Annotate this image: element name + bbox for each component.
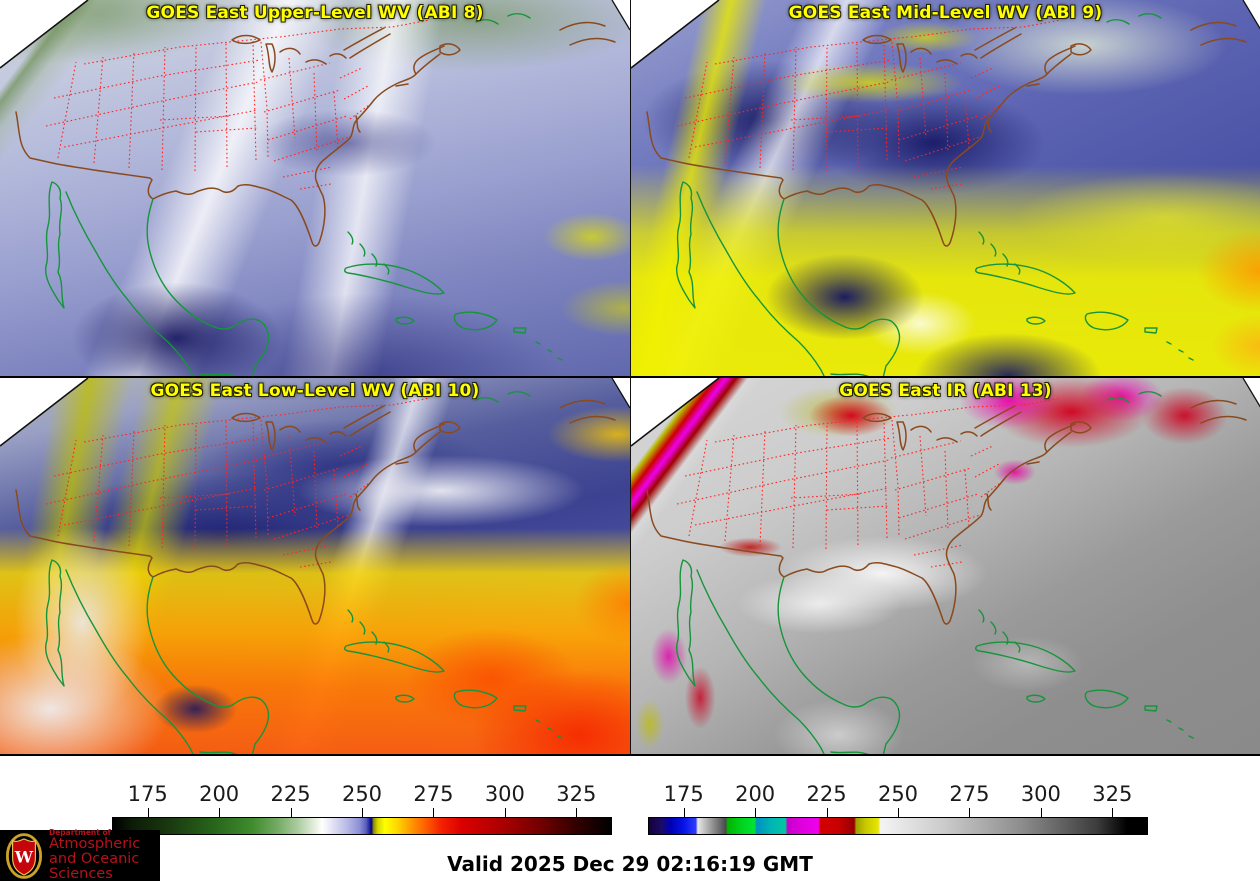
satellite-image-abi13 (631, 378, 1260, 754)
colorbar-tick-mark (755, 808, 757, 817)
panel-title-abi9: GOES East Mid-Level WV (ABI 9) (788, 3, 1103, 23)
colorbar-tick-mark (433, 808, 435, 817)
uw-crest-icon: W (5, 832, 43, 879)
colorbar-tick-mark (683, 808, 685, 817)
water-vapor-colorbar: 175 200 225 250 275 300 325 (112, 756, 612, 836)
colorbar-tick-mark (290, 808, 292, 817)
colorbar-tick-mark (147, 808, 149, 817)
colorbar-tick-label: 250 (877, 782, 919, 806)
infrared-colorbar: 175 200 225 250 275 300 325 (648, 756, 1148, 836)
satellite-quadrant-grid: GOES East Upper-Level WV (ABI 8) GOES Ea… (0, 0, 1260, 756)
satellite-image-abi9 (631, 0, 1260, 376)
colorbar-gradient-bar (648, 817, 1148, 835)
colorbar-gradient-bar (112, 817, 612, 835)
panel-title-abi13: GOES East IR (ABI 13) (839, 381, 1052, 401)
colorbar-tick-row: 175 200 225 250 275 300 325 (112, 756, 612, 817)
colorbar-tick-label: 275 (413, 782, 454, 806)
logo-dept-line: Department of (49, 827, 111, 837)
colorbar-tick-label: 200 (735, 782, 776, 806)
colorbar-tick-label: 325 (1092, 782, 1133, 806)
colorbar-tick-label: 175 (663, 782, 704, 806)
colorbar-tick-mark (504, 808, 506, 817)
aos-logo-text: Department of Atmospheric and Oceanic Sc… (49, 829, 160, 882)
colorbar-tick-mark (219, 808, 221, 817)
colorbar-tick-label: 200 (199, 782, 240, 806)
panel-low-level-wv: GOES East Low-Level WV (ABI 10) (0, 378, 630, 756)
colorbar-tick-mark (362, 808, 363, 817)
colorbar-tick-label: 250 (341, 782, 383, 806)
aos-logo: W Department of Atmospheric and Oceanic … (0, 829, 160, 882)
footer: 175 200 225 250 275 300 325 175 200 225 250 275 300… (0, 756, 1260, 882)
colorbar-tick-label: 275 (949, 782, 990, 806)
colorbar-tick-label: 175 (127, 782, 168, 806)
satellite-image-abi10 (0, 378, 630, 754)
logo-name-line-1: Atmospheric (49, 835, 141, 852)
svg-text:W: W (14, 847, 34, 866)
colorbar-tick-mark (826, 808, 828, 817)
valid-time-label: Valid 2025 Dec 29 02:16:19 GMT (447, 852, 813, 876)
panel-title-abi10: GOES East Low-Level WV (ABI 10) (150, 381, 480, 401)
colorbar-tick-mark (1040, 808, 1042, 817)
colorbar-tick-row: 175 200 225 250 275 300 325 (648, 756, 1148, 817)
panel-upper-level-wv: GOES East Upper-Level WV (ABI 8) (0, 0, 630, 378)
panel-ir: GOES East IR (ABI 13) (630, 378, 1260, 756)
logo-name-line-2: and Oceanic Sciences (49, 850, 140, 882)
colorbar-tick-label: 300 (484, 782, 525, 806)
colorbar-tick-mark (898, 808, 899, 817)
colorbar-tick-mark (576, 808, 578, 817)
colorbar-tick-label: 325 (556, 782, 597, 806)
panel-mid-level-wv: GOES East Mid-Level WV (ABI 9) (630, 0, 1260, 378)
colorbar-tick-label: 225 (270, 782, 311, 806)
colorbar-tick-label: 225 (806, 782, 847, 806)
colorbar-tick-mark (1112, 808, 1114, 817)
panel-title-abi8: GOES East Upper-Level WV (ABI 8) (146, 3, 484, 23)
satellite-image-abi8 (0, 0, 630, 376)
colorbar-tick-label: 300 (1020, 782, 1061, 806)
colorbar-tick-mark (969, 808, 971, 817)
